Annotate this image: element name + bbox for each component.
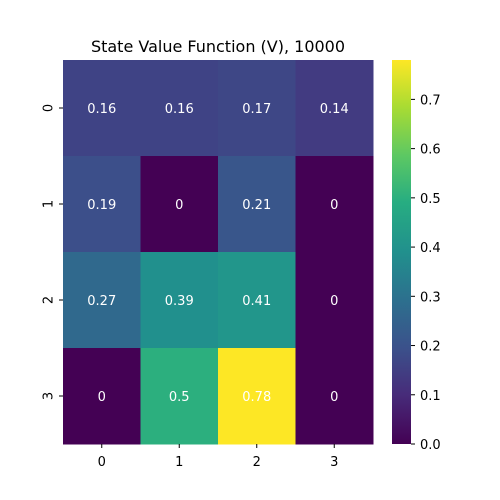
x-axis: 0 1 2 3: [98, 444, 338, 470]
colorbar-tick-label-0: 0.0: [420, 438, 441, 453]
x-tick-label-3: 3: [330, 455, 338, 470]
x-tick-label-0: 0: [98, 455, 106, 470]
cell-label-0-0: 0.16: [87, 102, 116, 117]
cell-label-2-0: 0.27: [87, 294, 116, 309]
cell-label-1-3: 0: [330, 198, 338, 213]
heatmap-cell-1-3: [295, 156, 374, 253]
colorbar-tick-label-5: 0.5: [420, 192, 441, 207]
cell-label-1-1: 0: [175, 198, 183, 213]
colorbar-tick-label-6: 0.6: [420, 143, 441, 158]
cell-label-1-0: 0.19: [87, 198, 116, 213]
heatmap-cell-0-1: [140, 60, 219, 157]
cell-label-3-1: 0.5: [169, 390, 190, 405]
cell-label-3-3: 0: [330, 390, 338, 405]
cell-label-2-3: 0: [330, 294, 338, 309]
cell-label-3-0: 0: [98, 390, 106, 405]
heatmap-cell-3-0: [63, 348, 141, 445]
cell-label-0-1: 0.16: [165, 102, 194, 117]
y-tick-label-1: 1: [42, 200, 57, 208]
heatmap-cell-0-2: [218, 60, 296, 157]
x-tick-label-1: 1: [175, 455, 183, 470]
colorbar-tick-label-4: 0.4: [420, 241, 441, 256]
colorbar-tick-label-1: 0.1: [420, 389, 441, 404]
heatmap-cells: 0.16 0.16 0.17 0.14 0.19 0 0.21 0 0.27 0.39 0.41 0 0…: [63, 60, 374, 445]
heatmap-cell-3-1: [140, 348, 219, 445]
cell-label-1-2: 0.21: [242, 198, 271, 213]
heatmap-cell-0-3: [295, 60, 374, 157]
heatmap-cell-2-0: [63, 252, 141, 349]
cell-label-2-2: 0.41: [242, 294, 271, 309]
colorbar-tick-label-2: 0.2: [420, 340, 441, 355]
heatmap-cell-0-0: [63, 60, 141, 157]
heatmap-cell-2-1: [140, 252, 219, 349]
heatmap-cell-2-2: [218, 252, 296, 349]
cell-label-0-2: 0.17: [242, 102, 271, 117]
y-axis: 0 1 2 3: [42, 104, 63, 400]
x-tick-label-2: 2: [253, 455, 261, 470]
colorbar-gradient: [392, 60, 411, 444]
cell-label-2-1: 0.39: [165, 294, 194, 309]
heatmap-cell-1-2: [218, 156, 296, 253]
heatmap-cell-1-1: [140, 156, 219, 253]
colorbar-tick-label-7: 0.7: [420, 93, 441, 108]
heatmap-cell-1-0: [63, 156, 141, 253]
y-tick-label-3: 3: [42, 392, 57, 400]
heatmap-cell-3-2: [218, 348, 296, 445]
heatmap-cell-2-3: [295, 252, 374, 349]
heatmap-cell-3-3: [295, 348, 374, 445]
cell-label-3-2: 0.78: [242, 390, 271, 405]
colorbar-tick-label-3: 0.3: [420, 290, 441, 305]
y-tick-label-2: 2: [42, 296, 57, 304]
colorbar: 0.0 0.1 0.2 0.3 0.4 0.5 0.6 0.7: [392, 60, 441, 453]
chart-title: State Value Function (V), 10000: [91, 37, 345, 56]
cell-label-0-3: 0.14: [320, 102, 349, 117]
y-tick-label-0: 0: [42, 104, 57, 112]
